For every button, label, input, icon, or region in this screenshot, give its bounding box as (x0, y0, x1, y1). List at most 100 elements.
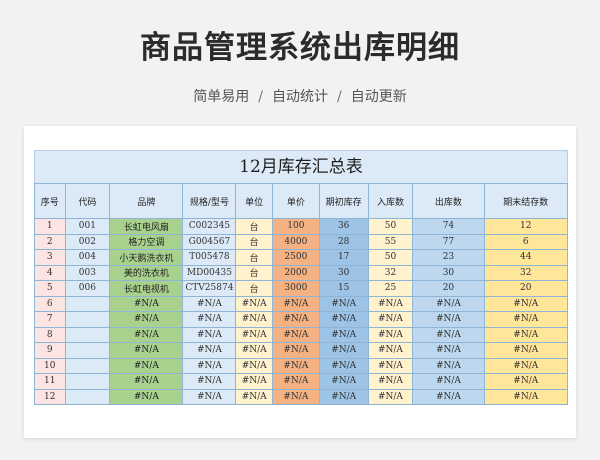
cell-code[interactable] (64, 326, 111, 343)
cell-closing-stock[interactable]: 44 (483, 249, 569, 266)
cell-spec[interactable]: #N/A (182, 342, 237, 359)
cell-code[interactable]: 001 (64, 218, 111, 235)
cell-outbound[interactable]: #N/A (412, 342, 485, 359)
cell-outbound[interactable]: #N/A (412, 295, 485, 312)
cell-unit[interactable]: #N/A (235, 311, 273, 328)
cell-outbound[interactable]: #N/A (412, 388, 485, 405)
cell-spec[interactable]: #N/A (182, 295, 237, 312)
cell-brand[interactable]: #N/A (109, 357, 184, 374)
cell-brand[interactable]: 小天鹅洗衣机 (109, 249, 184, 266)
cell-seq[interactable]: 1 (34, 218, 66, 235)
cell-inbound[interactable]: #N/A (367, 373, 414, 390)
cell-seq[interactable]: 10 (34, 357, 66, 374)
cell-opening-stock[interactable]: #N/A (318, 357, 369, 374)
cell-outbound[interactable]: 30 (412, 264, 485, 281)
cell-unit[interactable]: 台 (235, 233, 273, 250)
cell-unit[interactable]: 台 (235, 249, 273, 266)
cell-unit[interactable]: #N/A (235, 326, 273, 343)
cell-spec[interactable]: #N/A (182, 388, 237, 405)
cell-seq[interactable]: 11 (34, 373, 66, 390)
cell-spec[interactable]: G004567 (182, 233, 237, 250)
column-header-closing-stock[interactable]: 期末结存数 (483, 183, 569, 219)
cell-unit[interactable]: #N/A (235, 388, 273, 405)
cell-outbound[interactable]: 20 (412, 280, 485, 297)
cell-closing-stock[interactable]: 32 (483, 264, 569, 281)
cell-inbound[interactable]: #N/A (367, 388, 414, 405)
cell-code[interactable]: 006 (64, 280, 111, 297)
cell-seq[interactable]: 8 (34, 326, 66, 343)
cell-seq[interactable]: 3 (34, 249, 66, 266)
cell-spec[interactable]: CTV25874 (182, 280, 237, 297)
cell-opening-stock[interactable]: 15 (318, 280, 369, 297)
cell-spec[interactable]: #N/A (182, 326, 237, 343)
cell-price[interactable]: #N/A (271, 357, 320, 374)
column-header-unit[interactable]: 单位 (235, 183, 273, 219)
cell-seq[interactable]: 2 (34, 233, 66, 250)
cell-price[interactable]: #N/A (271, 388, 320, 405)
cell-code[interactable]: 002 (64, 233, 111, 250)
cell-brand[interactable]: 长虹电风扇 (109, 218, 184, 235)
cell-outbound[interactable]: 77 (412, 233, 485, 250)
cell-seq[interactable]: 7 (34, 311, 66, 328)
cell-opening-stock[interactable]: #N/A (318, 342, 369, 359)
cell-closing-stock[interactable]: #N/A (483, 311, 569, 328)
cell-inbound[interactable]: 32 (367, 264, 414, 281)
column-header-brand[interactable]: 品牌 (109, 183, 184, 219)
cell-code[interactable] (64, 388, 111, 405)
cell-opening-stock[interactable]: #N/A (318, 311, 369, 328)
cell-code[interactable] (64, 295, 111, 312)
cell-inbound[interactable]: #N/A (367, 311, 414, 328)
cell-brand[interactable]: #N/A (109, 326, 184, 343)
cell-outbound[interactable]: #N/A (412, 326, 485, 343)
cell-price[interactable]: #N/A (271, 373, 320, 390)
cell-price[interactable]: #N/A (271, 295, 320, 312)
cell-inbound[interactable]: 55 (367, 233, 414, 250)
cell-opening-stock[interactable]: 28 (318, 233, 369, 250)
cell-outbound[interactable]: #N/A (412, 311, 485, 328)
cell-code[interactable] (64, 342, 111, 359)
cell-seq[interactable]: 9 (34, 342, 66, 359)
cell-outbound[interactable]: 74 (412, 218, 485, 235)
column-header-code[interactable]: 代码 (64, 183, 111, 219)
cell-price[interactable]: 2000 (271, 264, 320, 281)
cell-unit[interactable]: 台 (235, 218, 273, 235)
cell-opening-stock[interactable]: #N/A (318, 373, 369, 390)
cell-spec[interactable]: #N/A (182, 311, 237, 328)
column-header-seq[interactable]: 序号 (34, 183, 66, 219)
column-header-price[interactable]: 单价 (271, 183, 320, 219)
cell-brand[interactable]: #N/A (109, 311, 184, 328)
cell-brand[interactable]: 美的洗衣机 (109, 264, 184, 281)
column-header-opening-stock[interactable]: 期初库存 (318, 183, 369, 219)
cell-price[interactable]: 3000 (271, 280, 320, 297)
cell-price[interactable]: #N/A (271, 326, 320, 343)
cell-price[interactable]: 2500 (271, 249, 320, 266)
cell-inbound[interactable]: 50 (367, 249, 414, 266)
cell-opening-stock[interactable]: #N/A (318, 326, 369, 343)
cell-code[interactable] (64, 357, 111, 374)
cell-closing-stock[interactable]: #N/A (483, 295, 569, 312)
cell-inbound[interactable]: #N/A (367, 295, 414, 312)
cell-spec[interactable]: #N/A (182, 357, 237, 374)
cell-unit[interactable]: #N/A (235, 342, 273, 359)
cell-price[interactable]: #N/A (271, 311, 320, 328)
cell-code[interactable] (64, 373, 111, 390)
cell-opening-stock[interactable]: 36 (318, 218, 369, 235)
cell-closing-stock[interactable]: #N/A (483, 342, 569, 359)
cell-unit[interactable]: 台 (235, 280, 273, 297)
cell-closing-stock[interactable]: 6 (483, 233, 569, 250)
cell-brand[interactable]: 格力空调 (109, 233, 184, 250)
cell-brand[interactable]: #N/A (109, 373, 184, 390)
cell-brand[interactable]: 长虹电视机 (109, 280, 184, 297)
cell-brand[interactable]: #N/A (109, 388, 184, 405)
cell-closing-stock[interactable]: 12 (483, 218, 569, 235)
cell-price[interactable]: #N/A (271, 342, 320, 359)
cell-inbound[interactable]: #N/A (367, 326, 414, 343)
cell-seq[interactable]: 4 (34, 264, 66, 281)
cell-unit[interactable]: #N/A (235, 373, 273, 390)
cell-code[interactable]: 003 (64, 264, 111, 281)
cell-price[interactable]: 100 (271, 218, 320, 235)
cell-spec[interactable]: #N/A (182, 373, 237, 390)
cell-outbound[interactable]: #N/A (412, 373, 485, 390)
column-header-outbound[interactable]: 出库数 (412, 183, 485, 219)
cell-unit[interactable]: #N/A (235, 357, 273, 374)
